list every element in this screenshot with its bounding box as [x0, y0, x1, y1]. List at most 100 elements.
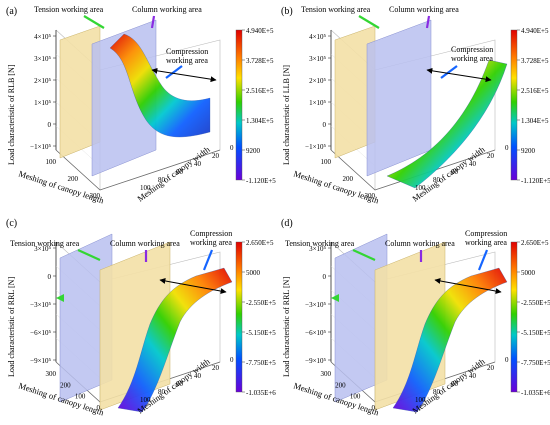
y-tick-label: 100 — [415, 396, 426, 404]
x-tick-label: 200 — [335, 381, 346, 389]
z-tick-label: 0 — [323, 273, 327, 281]
y-tick-label: 40 — [469, 372, 477, 380]
arrow-compression — [440, 65, 458, 79]
z-tick-label: −1×10⁵ — [30, 143, 51, 151]
surface — [117, 267, 233, 413]
x-tick-label: 200 — [60, 381, 71, 389]
colorbar — [510, 29, 518, 181]
y-tick-label: 40 — [194, 160, 202, 168]
panel-label: (a) — [6, 6, 17, 17]
colorbar-label: 4.940E+5 — [521, 27, 549, 35]
annotation-compression-2: working area — [166, 56, 208, 65]
colorbar — [235, 241, 243, 393]
y-tick-label: 80 — [158, 176, 166, 184]
y-tick-label: 0 — [505, 144, 509, 152]
annotation-column: Column working area — [132, 5, 202, 14]
panel-label: (b) — [281, 6, 293, 17]
colorbar-label: 3.728E+5 — [246, 57, 274, 65]
annotation-tension: Tension working area — [301, 5, 371, 14]
z-tick-label: 3×10⁵ — [34, 55, 51, 63]
y-tick-label: 0 — [505, 356, 509, 364]
y-tick-label: 100 — [140, 184, 151, 192]
z-tick-label: −6×10⁵ — [30, 329, 51, 337]
z-axis-label: Load characteristic of RRL [N] — [7, 277, 16, 377]
annotation-compression: Compression — [166, 47, 208, 56]
panel-label: (c) — [6, 218, 17, 229]
colorbar-label: 5000 — [521, 269, 536, 277]
x-tick-label: 100 — [75, 393, 86, 401]
annotation-tension: Tension working area — [285, 239, 355, 248]
panel-b: (b) 4×10⁵ 3×10⁵ 2×10⁵ 1×10⁵ 0 −1×10⁵ Load chara… — [281, 5, 550, 206]
x-tick-label: 200 — [343, 175, 354, 183]
z-tick-label: 3×10⁵ — [309, 55, 326, 63]
colorbar-label: 5000 — [246, 269, 261, 277]
arrow-column — [425, 15, 431, 29]
panel-label: (d) — [281, 218, 293, 229]
panel-c: (c) 3×10⁵ 0 −3×10⁵ −6×10⁵ −9×10⁵ Load characte… — [6, 218, 276, 418]
colorbar-label: 2.516E+5 — [521, 87, 549, 95]
y-tick-label: 60 — [451, 168, 459, 176]
arrow-column — [150, 15, 156, 29]
z-tick-label: 4×10⁵ — [34, 33, 51, 41]
colorbar-label: -1.035E+6 — [246, 389, 276, 397]
colorbar-label: 2.650E+5 — [521, 239, 549, 247]
y-tick-label: 20 — [487, 152, 495, 160]
panel-a: (a) 4×10⁵ 3×10⁵ 2×10⁵ 1×10⁵ 0 −1×10⁵ Load chara… — [6, 5, 276, 206]
annotation-compression-2: working area — [451, 54, 493, 63]
x-tick-label: 300 — [365, 192, 376, 200]
colorbar-label: 2.650E+5 — [246, 239, 274, 247]
colorbar-label: 3.728E+5 — [521, 57, 549, 65]
z-tick-label: −3×10⁵ — [305, 301, 326, 309]
x-tick-label: 300 — [321, 370, 332, 378]
arrow-compression — [477, 249, 489, 271]
x-tick-label: 100 — [350, 393, 361, 401]
range-arrow — [434, 278, 502, 294]
z-tick-label: 0 — [323, 121, 327, 129]
x-tick-label: 100 — [321, 158, 332, 166]
x-tick-label: 100 — [46, 158, 57, 166]
y-tick-label: 60 — [176, 380, 184, 388]
colorbar-label: 2.516E+5 — [246, 87, 274, 95]
y-tick-label: 20 — [212, 152, 220, 160]
colorbar-label: 9200 — [521, 147, 536, 155]
y-tick-label: 100 — [140, 396, 151, 404]
colorbar-label: -1.120E+5 — [521, 177, 550, 185]
surface — [386, 59, 508, 189]
panel-d: (d) 3×10⁵ 0 −3×10⁵ −6×10⁵ −9×10⁵ Load characte… — [281, 218, 550, 418]
annotation-compression: Compression — [190, 229, 232, 238]
side-marker — [331, 294, 339, 302]
z-tick-label: 0 — [48, 121, 52, 129]
x-tick-label: 300 — [90, 192, 101, 200]
y-tick-label: 60 — [176, 168, 184, 176]
annotation-compression-2: working area — [465, 238, 507, 247]
y-tick-label: 40 — [194, 372, 202, 380]
colorbar-label: -1.035E+6 — [521, 389, 550, 397]
z-tick-label: 2×10⁵ — [34, 77, 51, 85]
colorbar-label: 1.304E+5 — [246, 117, 274, 125]
z-axis-label: Load characteristic of RLB [N] — [7, 64, 16, 165]
z-tick-label: 1×10⁵ — [34, 99, 51, 107]
colorbar-label: -5.150E+5 — [246, 329, 276, 337]
z-tick-label: −9×10⁵ — [30, 357, 51, 365]
colorbar-label: -5.150E+5 — [521, 329, 550, 337]
z-tick-label: 0 — [48, 273, 52, 281]
arrow-compression — [202, 249, 214, 271]
y-tick-label: 40 — [469, 160, 477, 168]
z-tick-label: −9×10⁵ — [305, 357, 326, 365]
z-axis-label: Load characteristic of RRL [N] — [282, 277, 291, 377]
colorbar-label: -2.550E+5 — [521, 299, 550, 307]
z-tick-label: 1×10⁵ — [309, 99, 326, 107]
y-tick-label: 80 — [158, 388, 166, 396]
y-tick-label: 20 — [487, 364, 495, 372]
annotation-tension: Tension working area — [34, 5, 104, 14]
floor-edge — [55, 149, 221, 191]
z-tick-label: 3×10⁵ — [309, 245, 326, 253]
y-tick-label: 60 — [451, 380, 459, 388]
y-tick-label: 100 — [415, 184, 426, 192]
colorbar-label: -7.750E+5 — [521, 359, 550, 367]
z-tick-label: −3×10⁵ — [30, 301, 51, 309]
side-marker — [56, 294, 64, 302]
range-arrow — [151, 67, 217, 83]
y-tick-label: 80 — [433, 388, 441, 396]
